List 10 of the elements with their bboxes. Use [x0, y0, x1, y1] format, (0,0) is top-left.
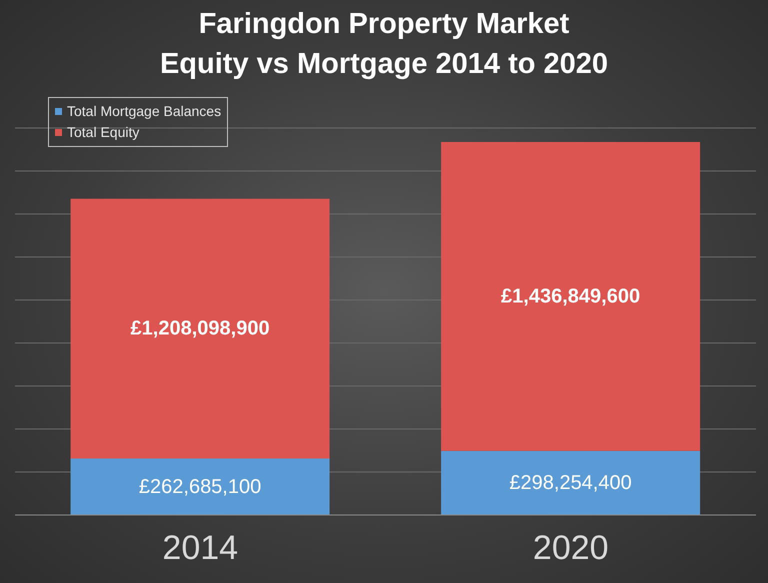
legend-label: Total Equity [67, 123, 140, 142]
data-label: £1,436,849,600 [501, 285, 640, 308]
x-tick-label: 2014 [162, 529, 238, 568]
data-label: £1,208,098,900 [130, 318, 270, 340]
legend-label: Total Mortgage Balances [67, 102, 222, 121]
chart-title: Faringdon Property Market [198, 7, 570, 42]
x-tick-label: 2020 [532, 529, 609, 568]
data-label: £262,685,100 [138, 476, 262, 498]
chart-subtitle: Equity vs Mortgage 2014 to 2020 [158, 47, 610, 82]
data-label: £298,254,400 [509, 472, 632, 494]
